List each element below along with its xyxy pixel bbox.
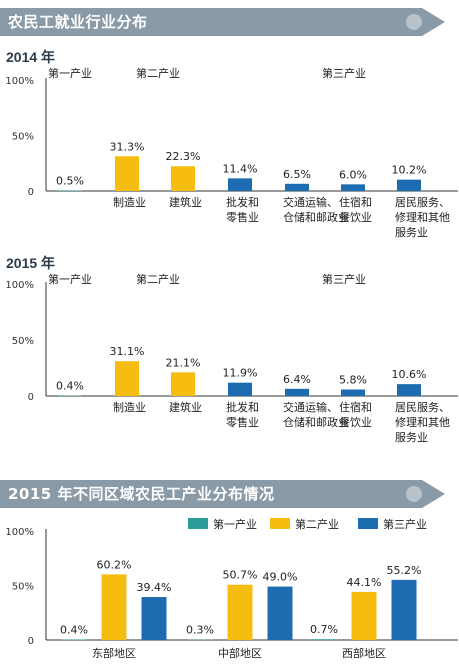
category-label: 批发和 [226, 400, 259, 414]
section-title-region: 2015 年不同区域农民工产业分布情况 [8, 485, 275, 503]
section-banner-industry [0, 8, 445, 36]
data-label: 39.4% [137, 581, 172, 594]
category-label: 居民服务、 [395, 401, 450, 414]
year-label-2014: 2014 年 [6, 49, 56, 65]
category-label: 交通运输、 [283, 400, 338, 414]
data-label: 0.7% [310, 623, 338, 636]
year-label-2015: 2015 年 [6, 255, 56, 271]
category-label: 修理和其他 [395, 415, 450, 429]
bar-交通运输、仓储和邮政业 [285, 388, 309, 396]
y-tick-label: 100% [5, 280, 34, 291]
bar-住宿和餐饮业 [341, 389, 365, 396]
bar-中部地区-第二产业 [227, 584, 253, 640]
y-tick-label: 50% [12, 582, 34, 593]
category-label: 仓储和邮政业 [283, 415, 349, 429]
legend-swatch [270, 518, 290, 529]
y-tick-label: 0 [28, 187, 34, 198]
data-label: 0.4% [56, 380, 84, 393]
category-label: 零售业 [226, 415, 259, 429]
group-header: 第二产业 [136, 66, 180, 80]
data-label: 0.4% [60, 624, 88, 637]
data-label: 6.5% [283, 168, 311, 181]
data-label: 11.4% [223, 162, 258, 175]
bar-居民服务、修理和其他服务业 [397, 384, 421, 396]
bar-制造业 [115, 361, 139, 396]
category-label: 餐饮业 [339, 415, 372, 429]
y-tick-label: 0 [28, 392, 34, 403]
category-label: 住宿和 [339, 400, 372, 414]
data-label: 6.0% [339, 168, 367, 181]
category-label: 仓储和邮政业 [283, 210, 349, 224]
data-label: 22.3% [166, 150, 201, 163]
category-label: 建筑业 [169, 400, 202, 414]
data-label: 49.0% [263, 571, 298, 584]
category-label: 制造业 [113, 195, 146, 209]
legend-label: 第一产业 [213, 517, 257, 531]
legend-label: 第二产业 [295, 517, 339, 531]
category-label: 东部地区 [92, 646, 136, 660]
bar-制造业 [115, 156, 139, 191]
group-header: 第一产业 [48, 66, 92, 80]
category-label: 服务业 [395, 226, 428, 239]
data-label: 0.3% [186, 624, 214, 637]
data-label: 0.5% [56, 174, 84, 187]
category-label: 修理和其他 [395, 210, 450, 224]
data-label: 44.1% [347, 576, 382, 589]
bar-交通运输、仓储和邮政业 [285, 183, 309, 191]
category-label: 住宿和 [339, 195, 372, 209]
section-title-industry: 农民工就业行业分布 [8, 13, 148, 31]
bar-建筑业 [171, 166, 195, 191]
category-label: 中部地区 [218, 646, 262, 660]
data-label: 50.7% [223, 569, 258, 582]
bar-批发和零售业 [228, 178, 252, 191]
bar-东部地区-第三产业 [141, 597, 167, 640]
data-label: 5.8% [339, 374, 367, 387]
data-label: 10.6% [392, 368, 427, 381]
chart-industry-2014: 100% 50% 0 第一产业 第二产业 第三产业 0.5% 31.3% 制造业 22.3% 建筑业… [5, 66, 458, 239]
data-label: 6.4% [283, 373, 311, 386]
data-label: 60.2% [97, 558, 132, 571]
section-banner-region [0, 480, 445, 508]
group-header: 第三产业 [322, 272, 366, 286]
category-label: 制造业 [113, 400, 146, 414]
bar-西部地区-第三产业 [391, 579, 417, 640]
category-label: 零售业 [226, 210, 259, 224]
data-label: 11.9% [223, 367, 258, 380]
legend-swatch [188, 518, 208, 529]
legend-swatch [358, 518, 378, 529]
bar-西部地区-第二产业 [351, 591, 377, 640]
data-label: 21.1% [166, 356, 201, 369]
category-label: 服务业 [395, 431, 428, 444]
group-header: 第一产业 [48, 272, 92, 286]
y-tick-label: 50% [12, 132, 34, 143]
group-header: 第三产业 [322, 66, 366, 80]
y-tick-label: 50% [12, 336, 34, 347]
y-tick-label: 0 [28, 636, 34, 647]
category-label: 建筑业 [169, 195, 202, 209]
bar-第一产业 [58, 190, 82, 191]
y-tick-label: 100% [5, 527, 34, 538]
bar-居民服务、修理和其他服务业 [397, 179, 421, 191]
data-label: 31.1% [110, 345, 145, 358]
bar-批发和零售业 [228, 382, 252, 396]
data-label: 55.2% [387, 564, 422, 577]
bar-中部地区-第三产业 [267, 586, 293, 640]
chart-industry-2015: 100% 50% 0 第一产业 第二产业 第三产业 0.4% 31.1% 制造业 21.1% 建筑业… [5, 272, 458, 444]
category-label: 西部地区 [342, 646, 386, 660]
bar-住宿和餐饮业 [341, 184, 365, 191]
y-tick-label: 100% [5, 76, 34, 87]
category-label: 餐饮业 [339, 210, 372, 224]
bar-西部地区-第一产业 [311, 639, 337, 640]
data-label: 10.2% [392, 164, 427, 177]
category-label: 批发和 [226, 195, 259, 209]
group-header: 第二产业 [136, 272, 180, 286]
data-label: 31.3% [110, 140, 145, 153]
bar-建筑业 [171, 372, 195, 396]
category-label: 居民服务、 [395, 196, 450, 209]
category-label: 交通运输、 [283, 195, 338, 209]
bar-东部地区-第二产业 [101, 574, 127, 640]
legend-label: 第三产业 [383, 517, 427, 531]
